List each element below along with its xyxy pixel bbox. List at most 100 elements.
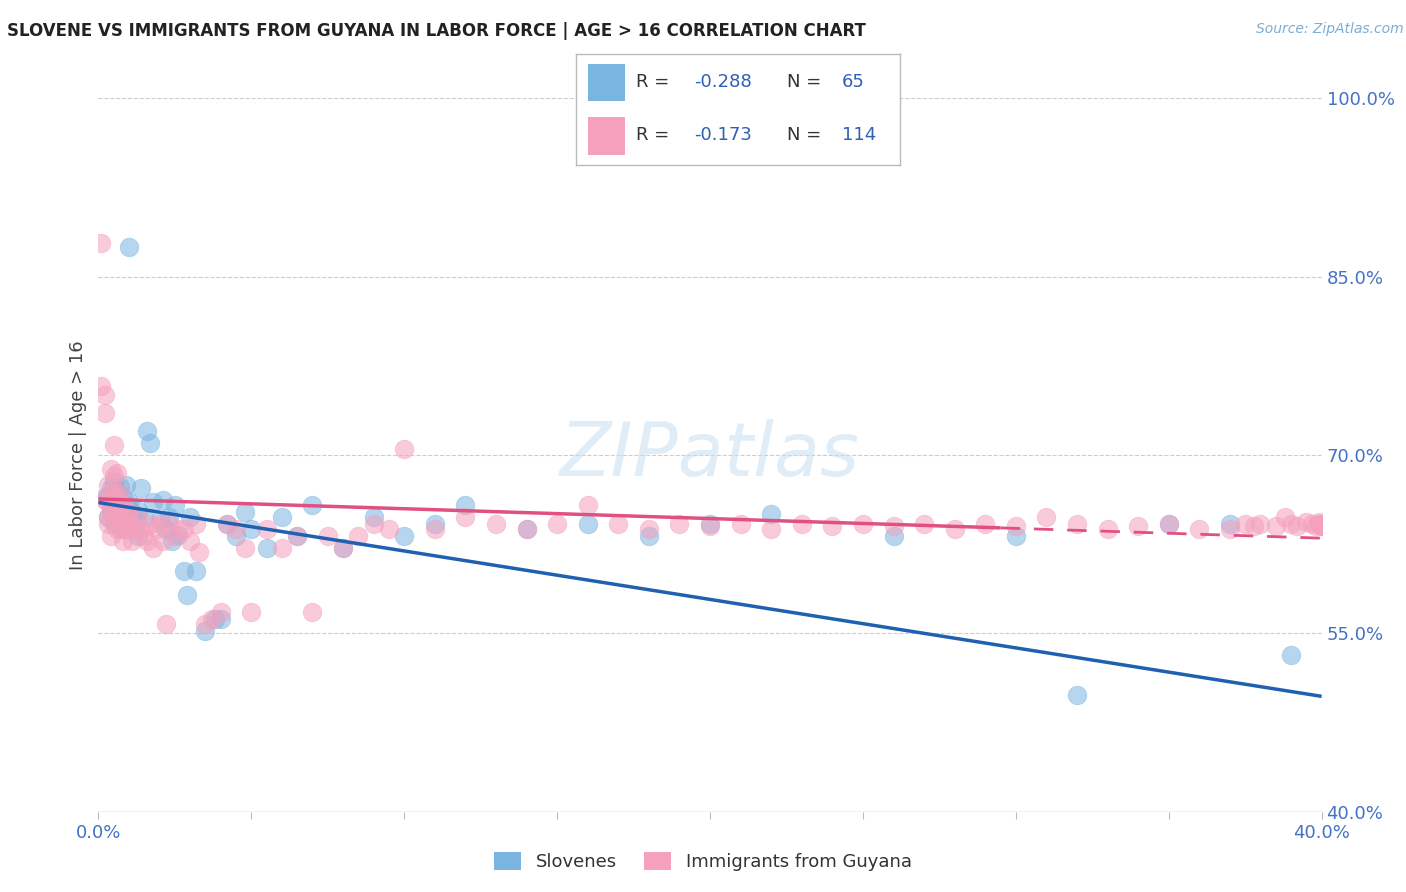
Point	[1301, 516, 1323, 531]
Point	[108, 480, 131, 494]
Point	[759, 508, 782, 522]
Bar	[588, 63, 624, 102]
Point	[118, 505, 141, 519]
Point	[576, 498, 599, 512]
Point	[215, 516, 238, 531]
Point	[142, 541, 165, 555]
Point	[1249, 516, 1271, 531]
Point	[105, 483, 128, 498]
Point	[97, 495, 120, 509]
Point	[100, 486, 122, 500]
Point	[118, 495, 141, 509]
Text: N =: N =	[787, 127, 827, 145]
Bar	[588, 117, 624, 155]
Point	[136, 533, 159, 548]
Point	[1295, 515, 1317, 529]
Point	[759, 522, 782, 536]
Point	[270, 509, 292, 524]
Point	[1308, 515, 1330, 529]
Point	[256, 541, 278, 555]
Point	[1219, 522, 1241, 536]
Point	[485, 516, 508, 531]
Point	[173, 522, 195, 536]
Point	[974, 516, 997, 531]
Point	[121, 516, 143, 531]
Point	[121, 533, 143, 548]
Point	[176, 588, 198, 602]
Point	[115, 505, 138, 519]
Point	[332, 541, 354, 555]
Point	[108, 508, 131, 522]
Point	[103, 474, 125, 488]
Point	[157, 509, 180, 524]
Point	[576, 516, 599, 531]
Y-axis label: In Labor Force | Age > 16: In Labor Force | Age > 16	[69, 340, 87, 570]
Point	[1097, 522, 1119, 536]
Point	[124, 513, 146, 527]
Point	[852, 516, 875, 531]
Point	[392, 529, 416, 543]
Point	[103, 509, 125, 524]
Point	[378, 522, 401, 536]
Point	[454, 498, 477, 512]
Text: N =: N =	[787, 73, 827, 91]
Point	[256, 522, 278, 536]
Point	[1308, 516, 1330, 531]
Point	[209, 612, 232, 626]
Point	[134, 509, 156, 524]
Point	[93, 490, 115, 504]
Point	[111, 490, 134, 504]
Point	[121, 505, 143, 519]
Point	[115, 477, 138, 491]
Point	[240, 605, 263, 619]
Point	[97, 509, 120, 524]
Text: 114: 114	[842, 127, 876, 145]
Point	[1286, 519, 1309, 533]
Point	[173, 565, 195, 579]
Point	[194, 624, 217, 638]
Point	[637, 529, 661, 543]
Point	[516, 522, 538, 536]
Point	[129, 481, 152, 495]
Point	[454, 509, 477, 524]
Point	[160, 533, 183, 548]
Point	[105, 501, 128, 516]
Point	[97, 509, 120, 524]
Point	[103, 469, 125, 483]
Point	[115, 498, 138, 512]
Point	[1066, 516, 1088, 531]
Point	[1004, 529, 1026, 543]
Point	[152, 493, 174, 508]
Point	[105, 505, 128, 519]
Text: -0.288: -0.288	[695, 73, 752, 91]
Point	[194, 616, 217, 631]
Point	[1310, 516, 1333, 531]
Point	[105, 490, 128, 504]
Point	[546, 516, 568, 531]
Point	[1128, 519, 1150, 533]
Point	[200, 612, 222, 626]
Point	[111, 522, 134, 536]
Point	[167, 522, 190, 536]
Point	[90, 236, 112, 251]
Point	[157, 516, 180, 531]
Point	[233, 505, 256, 519]
Point	[163, 498, 186, 512]
Point	[103, 486, 125, 500]
Point	[347, 529, 370, 543]
Point	[103, 438, 125, 452]
Point	[100, 481, 122, 495]
Point	[136, 424, 159, 438]
Point	[363, 516, 385, 531]
Point	[699, 519, 721, 533]
Text: -0.173: -0.173	[695, 127, 752, 145]
Point	[142, 495, 165, 509]
Point	[134, 529, 156, 543]
Point	[155, 522, 177, 536]
Point	[240, 522, 263, 536]
Point	[1243, 519, 1265, 533]
Point	[423, 522, 446, 536]
Point	[124, 522, 146, 536]
Point	[100, 462, 122, 476]
Text: R =: R =	[637, 127, 675, 145]
